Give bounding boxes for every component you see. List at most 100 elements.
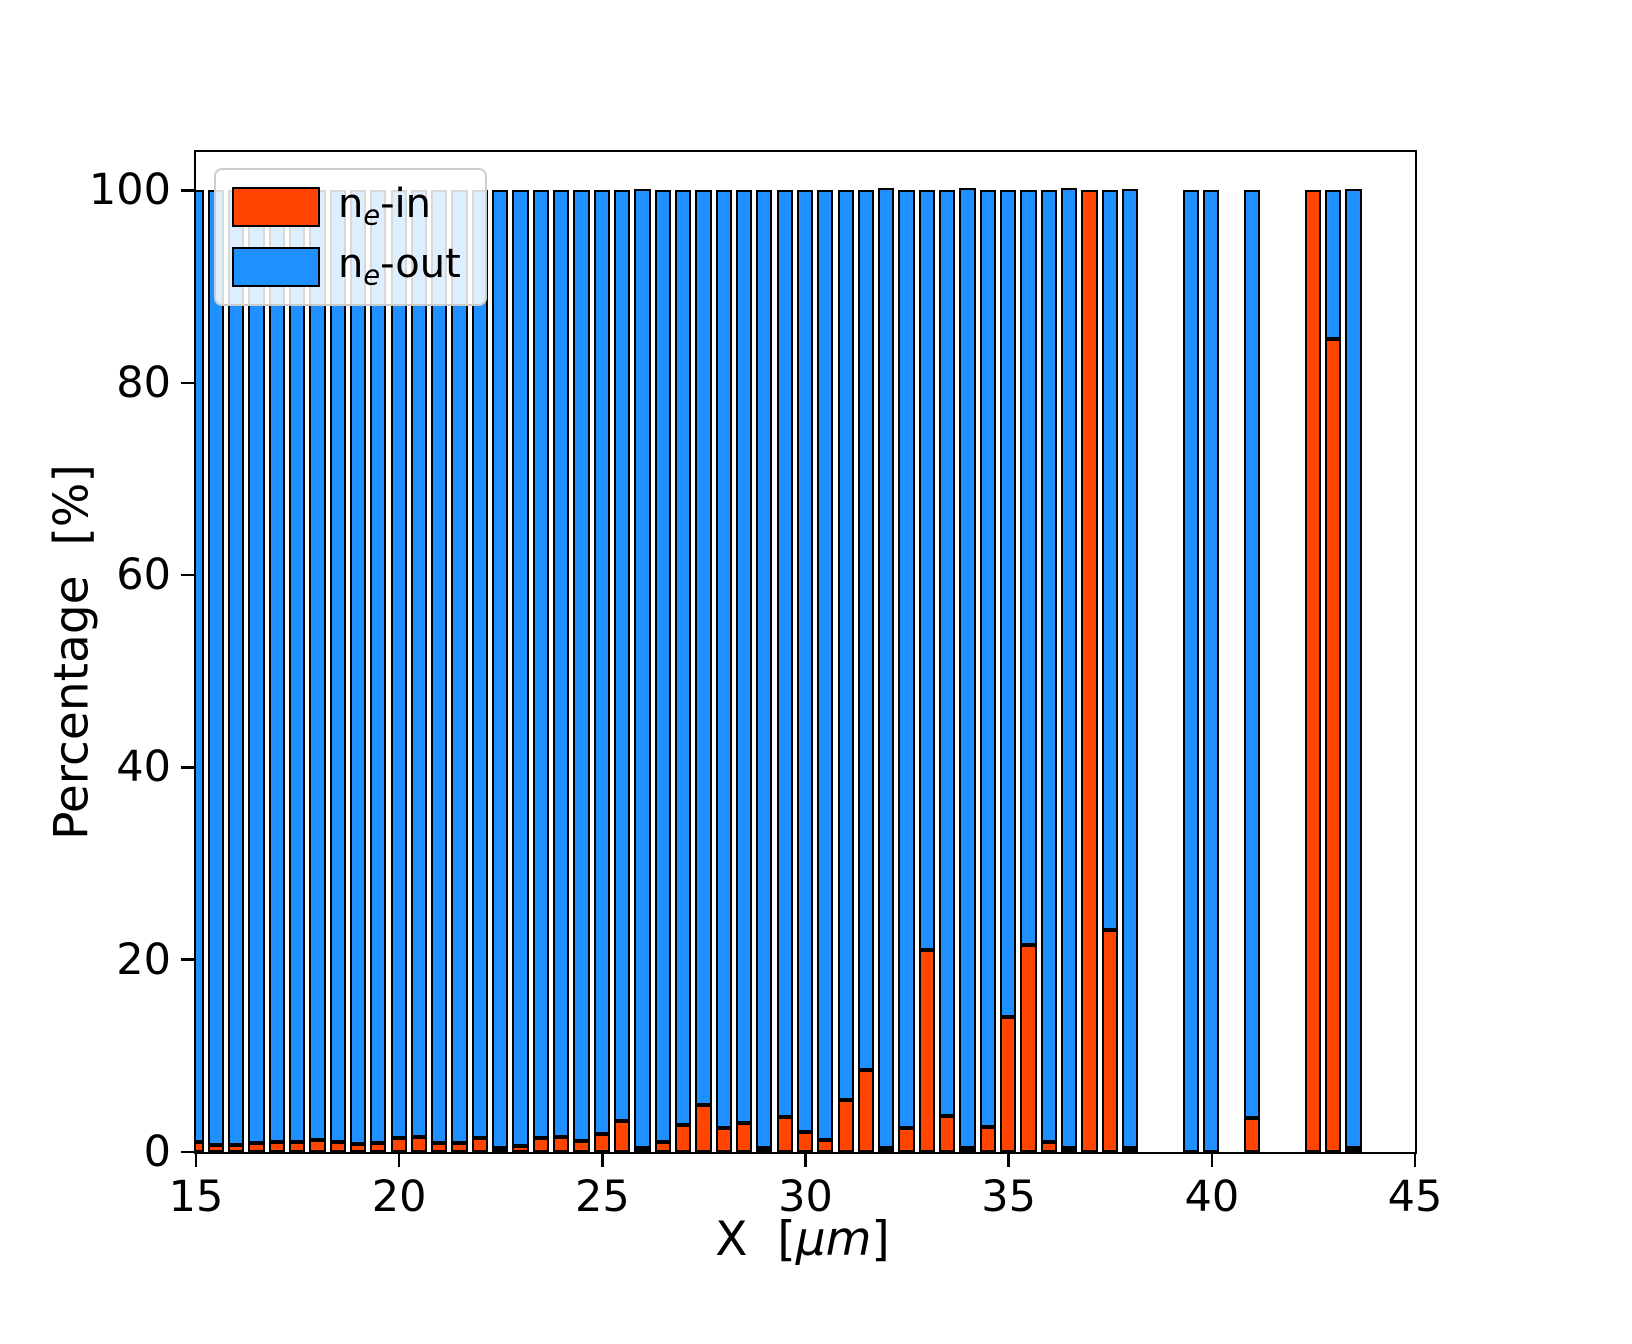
- bar-segment-ne-out: [1040, 189, 1057, 1142]
- stacked-bar: [837, 189, 854, 1152]
- y-tick-mark: [181, 189, 196, 192]
- y-tick-mark: [181, 381, 196, 385]
- x-tick-label: 15: [168, 1172, 224, 1222]
- stacked-bar: [1101, 189, 1118, 1152]
- x-tick-mark: [397, 1152, 401, 1167]
- stacked-bar: [939, 189, 956, 1152]
- bar-segment-ne-in: [593, 1134, 610, 1152]
- bar-segment-ne-out: [634, 188, 651, 1148]
- bar-segment-ne-out: [776, 189, 793, 1117]
- bar-segment-ne-out: [248, 189, 265, 1143]
- stacked-bar: [979, 189, 996, 1152]
- bar-segment-ne-in: [370, 1142, 387, 1152]
- stacked-bar: [1345, 188, 1362, 1152]
- bar-segment-ne-out: [756, 189, 773, 1148]
- bar-segment-ne-in: [1121, 1147, 1139, 1152]
- x-tick-label: 35: [981, 1172, 1037, 1222]
- bar-segment-ne-out: [228, 189, 245, 1145]
- stacked-bar: [268, 189, 285, 1152]
- bar-segment-ne-in: [776, 1116, 793, 1152]
- bar-segment-ne-out: [288, 189, 306, 1142]
- bar-segment-ne-out: [614, 189, 631, 1121]
- bar-segment-ne-in: [817, 1139, 834, 1152]
- bar-segment-ne-out: [1182, 189, 1200, 1152]
- legend-label-ne-in: ne-in: [338, 181, 431, 232]
- bar-segment-ne-in: [492, 1147, 509, 1152]
- stacked-bar: [410, 189, 428, 1152]
- y-tick-label: 60: [116, 550, 171, 601]
- bar-segment-ne-out: [309, 189, 326, 1140]
- stacked-bar: [1121, 188, 1139, 1152]
- bar-segment-ne-in: [268, 1141, 285, 1152]
- bar-segment-ne-in: [1101, 930, 1118, 1152]
- bar-segment-ne-in: [979, 1127, 996, 1152]
- x-tick-label: 20: [371, 1172, 427, 1222]
- x-tick-label: 30: [778, 1172, 833, 1222]
- stacked-bar: [1182, 189, 1200, 1152]
- bar-segment-ne-out: [939, 189, 956, 1116]
- plot-area: [193, 149, 1417, 1154]
- stacked-bar: [207, 189, 224, 1152]
- bar-segment-ne-in: [1020, 944, 1037, 1152]
- bar-segment-ne-in: [1060, 1147, 1078, 1152]
- bar-segment-ne-in: [918, 949, 936, 1152]
- bar-segment-ne-out: [370, 189, 387, 1143]
- bar-segment-ne-in: [1243, 1117, 1261, 1152]
- legend-item-ne-out: ne-out: [232, 244, 461, 290]
- bar-segment-ne-out: [471, 189, 489, 1139]
- stacked-bar: [959, 187, 976, 1152]
- legend-item-ne-in: ne-in: [232, 184, 461, 230]
- bar-segment-ne-in: [1325, 339, 1342, 1152]
- bar-segment-ne-out: [410, 189, 428, 1138]
- x-tick-mark: [1210, 1152, 1214, 1167]
- y-tick-label: 0: [143, 1127, 171, 1177]
- bar-segment-ne-out: [431, 189, 448, 1143]
- stacked-bar: [248, 189, 265, 1152]
- bar-segment-ne-in: [573, 1140, 590, 1152]
- stacked-bar: [898, 189, 915, 1152]
- stacked-bar: [471, 189, 489, 1152]
- bar-segment-ne-in: [715, 1128, 732, 1152]
- legend-swatch-ne-in: [232, 186, 320, 227]
- stacked-bar: [715, 189, 732, 1152]
- stacked-bar: [288, 189, 306, 1152]
- bar-segment-ne-in: [695, 1105, 712, 1152]
- bar-segment-ne-in: [939, 1115, 956, 1152]
- stacked-bar: [796, 189, 814, 1152]
- bar-segment-ne-out: [735, 189, 753, 1123]
- bar-segment-ne-out: [837, 189, 854, 1100]
- y-tick-label: 20: [116, 934, 171, 985]
- bar-segment-ne-in: [1345, 1147, 1362, 1152]
- bar-segment-ne-out: [898, 189, 915, 1129]
- stacked-bar: [228, 189, 245, 1152]
- stacked-bar: [431, 189, 448, 1152]
- bar-segment-ne-out: [1121, 188, 1139, 1148]
- stacked-bar: [390, 189, 407, 1152]
- bar-segment-ne-out: [918, 189, 936, 950]
- bar-segment-ne-out: [959, 187, 976, 1148]
- bar-segment-ne-out: [878, 187, 895, 1148]
- y-tick-mark: [181, 573, 196, 577]
- bar-segment-ne-in: [207, 1144, 224, 1152]
- bar-segment-ne-in: [1000, 1016, 1017, 1152]
- x-tick-mark: [194, 1152, 198, 1167]
- bar-segment-ne-in: [614, 1120, 631, 1152]
- bar-segment-ne-in: [756, 1147, 773, 1152]
- y-tick-label: 100: [88, 165, 171, 216]
- bar-segment-ne-in: [410, 1137, 428, 1152]
- bar-segment-ne-out: [1101, 189, 1118, 931]
- bar-segment-ne-out: [857, 189, 875, 1070]
- bar-segment-ne-in: [735, 1122, 753, 1152]
- stacked-bar: [695, 189, 712, 1152]
- bar-segment-ne-in: [898, 1128, 915, 1152]
- stacked-bar: [1203, 189, 1220, 1152]
- stacked-bar: [614, 189, 631, 1152]
- bar-segment-ne-out: [593, 189, 610, 1135]
- stacked-bar: [1081, 189, 1098, 1152]
- bar-segment-ne-out: [979, 189, 996, 1128]
- bar-segment-ne-out: [553, 189, 570, 1138]
- x-tick-label: 45: [1387, 1172, 1443, 1222]
- bar-segment-ne-out: [349, 189, 367, 1144]
- bar-segment-ne-out: [1020, 189, 1037, 945]
